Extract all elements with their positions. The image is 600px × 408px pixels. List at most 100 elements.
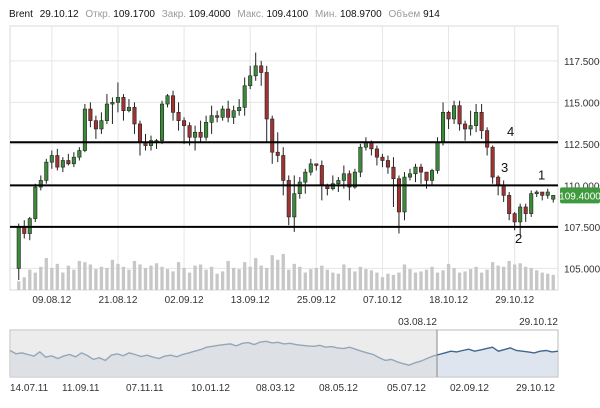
volume-bar: [353, 271, 357, 290]
volume-bar: [28, 269, 32, 290]
volume-bar: [254, 258, 258, 290]
volume-bar: [540, 272, 544, 290]
candle: [104, 103, 109, 121]
volume-bar: [105, 267, 109, 290]
navigator-date-label: 11.09.11: [62, 383, 100, 394]
candle: [55, 155, 60, 168]
volume-bar: [276, 259, 280, 290]
volume-bar: [292, 263, 296, 290]
volume-bar: [116, 263, 120, 290]
navigator-date-label: 05.07.12: [387, 383, 426, 394]
candle: [518, 206, 523, 223]
volume-bar: [342, 264, 346, 290]
candle: [529, 193, 534, 214]
candle: [407, 173, 412, 178]
volume-bar: [507, 260, 511, 290]
volume-bar: [55, 263, 59, 290]
candle: [385, 160, 390, 168]
candle: [430, 170, 435, 181]
candle: [374, 148, 379, 158]
candle: [187, 125, 192, 138]
volume-bar: [496, 265, 500, 290]
volume-bar: [165, 269, 170, 290]
candle: [512, 213, 517, 223]
navigator-date-label: 02.09.12: [450, 383, 489, 394]
volume-bar: [226, 260, 230, 290]
candle: [182, 120, 187, 126]
candle: [126, 107, 131, 111]
candle: [463, 123, 468, 130]
volume-key: Объем: [388, 9, 421, 20]
ohlc-header: Brent 29.10.12 Откр. 109.1700 Закр. 109.…: [9, 9, 444, 20]
volume-bar: [468, 269, 473, 290]
candle: [496, 176, 501, 186]
volume-bar: [524, 266, 528, 290]
volume-bar: [154, 263, 159, 290]
volume-bar: [138, 264, 142, 290]
volume-bar: [204, 269, 208, 290]
x-tick-label: 18.10.12: [429, 295, 468, 306]
volume-bar: [94, 269, 98, 290]
volume-bar: [281, 254, 285, 290]
volume-bar: [397, 272, 401, 290]
volume-bar: [369, 270, 374, 290]
volume-bar: [441, 270, 445, 290]
candle: [121, 97, 126, 111]
candle: [248, 75, 253, 87]
candle: [137, 123, 142, 143]
low-key: Мин.: [314, 9, 338, 20]
volume-bar: [143, 267, 148, 290]
volume-bar: [298, 266, 302, 290]
candle: [71, 156, 76, 165]
volume-bar: [309, 269, 313, 290]
candle: [468, 125, 473, 130]
candle: [215, 115, 220, 118]
high-value: 109.4100: [266, 9, 309, 20]
volume-bar: [380, 277, 385, 290]
candle: [452, 105, 457, 120]
candle: [413, 166, 418, 175]
candle: [551, 195, 556, 200]
candle: [341, 173, 346, 181]
volume-bar: [287, 269, 291, 290]
candle: [44, 161, 49, 181]
x-tick-label: 07.10.12: [363, 295, 402, 306]
volume-bar: [50, 267, 54, 290]
volume-bar: [132, 260, 137, 290]
candle: [485, 130, 490, 148]
volume-bar: [127, 269, 131, 290]
annotation-label: 3: [501, 160, 508, 175]
volume-bar: [513, 264, 517, 290]
candle: [457, 105, 462, 125]
high-key: Макс.: [237, 9, 264, 20]
navigator-range-end: 29.10.12: [519, 317, 558, 328]
x-tick-label: 09.08.12: [32, 295, 71, 306]
volume-bar: [479, 272, 484, 290]
volume-bar: [336, 273, 340, 290]
volume-bar: [193, 265, 197, 290]
candle: [110, 102, 115, 105]
candle: [99, 120, 104, 130]
candle: [314, 163, 319, 166]
volume-bar: [182, 267, 186, 290]
candle: [60, 160, 65, 168]
volume-bar: [546, 273, 550, 290]
navigator-date-label: 08.05.12: [319, 383, 358, 394]
level-label: 1: [538, 167, 545, 182]
volume-bar: [430, 266, 434, 290]
volume-bar: [198, 264, 203, 290]
candle: [242, 85, 247, 108]
volume-bar: [220, 271, 225, 290]
volume-bar: [44, 258, 48, 290]
candle: [66, 160, 71, 165]
volume-bar: [424, 269, 429, 290]
volume-bar: [314, 267, 318, 290]
volume-bar: [77, 260, 82, 290]
navigator-range-start: 03.08.12: [398, 317, 437, 328]
volume-bar: [408, 269, 412, 290]
volume-bar: [490, 262, 495, 290]
